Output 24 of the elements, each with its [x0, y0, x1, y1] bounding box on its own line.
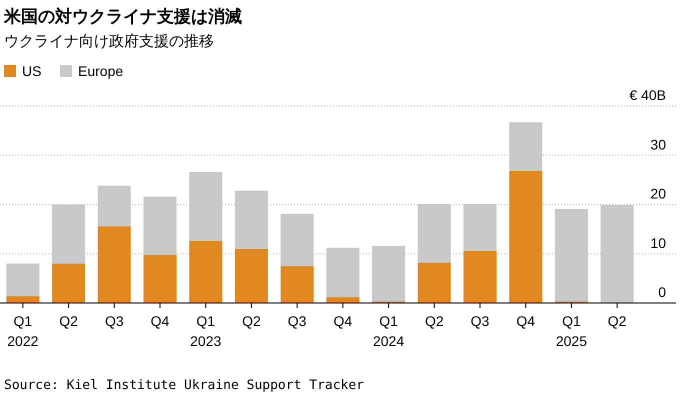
x-tick-label: Q3 [104, 313, 124, 329]
x-tick-label: Q2 [242, 313, 261, 329]
x-tick-label: Q4 [516, 313, 536, 329]
legend-label: Europe [78, 63, 124, 79]
x-tick-label: Q2 [59, 313, 78, 329]
x-tick-label: Q1 2025 [556, 313, 588, 349]
y-tick-label: € 40B [629, 87, 666, 103]
x-tick-label: Q1 2023 [190, 313, 222, 349]
x-tick-label: Q4 [150, 313, 170, 329]
x-tick-label: Q1 2022 [7, 313, 39, 349]
y-tick-label: 10 [650, 234, 666, 251]
x-tick-label: Q3 [470, 313, 490, 329]
x-tick-label: Q2 [608, 313, 627, 329]
x-tick-label: Q4 [334, 313, 352, 329]
source-note: Source: Kiel Institute Ukraine Support Tracker [4, 378, 364, 393]
chart-subtitle: ウクライナ向け政府支援の推移 [4, 32, 214, 50]
x-tick-label: Q1 2024 [372, 313, 404, 349]
y-tick-label: 30 [650, 136, 666, 152]
chart-title: 米国の対ウクライナ支援は消滅 [3, 7, 242, 27]
y-tick-label: 20 [650, 186, 666, 202]
x-tick-label: Q3 [288, 313, 307, 329]
y-tick-label: 0 [658, 284, 666, 300]
legend-label: US [22, 63, 42, 79]
x-tick-label: Q2 [424, 313, 444, 329]
